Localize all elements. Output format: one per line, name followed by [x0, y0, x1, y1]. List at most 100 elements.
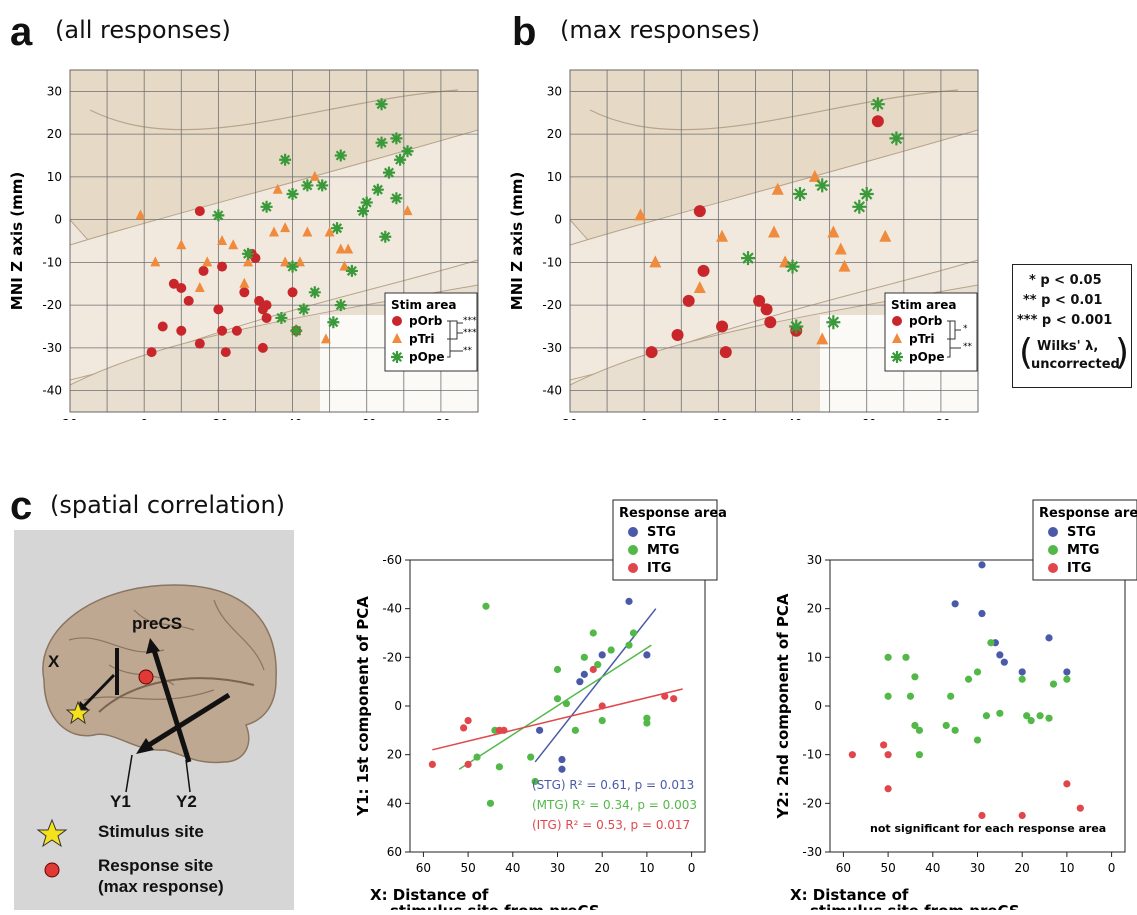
response-legend-title: Response area: [1039, 506, 1137, 521]
data-point-ptri: [135, 209, 146, 220]
data-point-porb: [194, 206, 205, 217]
x-tick-label: 50: [460, 861, 475, 875]
data-point-mtg: [964, 675, 973, 683]
data-point-mtg: [486, 799, 495, 807]
x-label: X: [48, 652, 60, 671]
data-point-ptri: [335, 243, 346, 254]
legend-label-porb: pOrb: [409, 314, 443, 328]
x-tick-label: -40: [283, 417, 303, 420]
data-point-mtg: [625, 641, 633, 649]
x-axis-title-line-1: X: Distance of: [370, 886, 489, 904]
data-point-porb: [176, 325, 187, 336]
data-point-pope: [275, 311, 288, 324]
response-site-sublabel: (max response): [98, 877, 224, 896]
y-tick-label: -20: [542, 298, 562, 312]
data-point-itg: [884, 785, 892, 793]
legend-marker-mtg: [628, 545, 638, 555]
y-axis-title: Y2: 2nd component of PCA: [774, 593, 792, 819]
data-point-porb: [645, 346, 658, 359]
data-point-mtg: [884, 653, 892, 661]
data-point-ptri: [239, 277, 250, 288]
data-point-porb: [183, 295, 194, 306]
data-point-ptri: [272, 183, 283, 194]
paren-left: (: [1019, 332, 1034, 373]
data-point-itg: [500, 726, 508, 734]
fit-line-mtg: [458, 644, 652, 770]
data-point-mtg: [598, 717, 606, 725]
data-point-mtg: [607, 646, 615, 654]
brain-schematic: [36, 584, 277, 878]
data-point-ptri: [269, 226, 279, 237]
y-tick-label: 30: [47, 84, 62, 98]
data-point-ptri: [320, 333, 331, 344]
data-point-pope: [889, 131, 904, 146]
legend-label-mtg: MTG: [647, 543, 679, 558]
y-tick-label: 0: [554, 213, 562, 227]
data-point-porb: [682, 294, 695, 307]
y-axis-title: MNI Z axis (mm): [508, 172, 526, 310]
y-tick-label: -10: [802, 748, 822, 762]
data-point-mtg: [553, 695, 562, 703]
data-point-porb: [697, 264, 710, 277]
x-tick-label: 40: [925, 861, 940, 875]
x-tick-label: 20: [1015, 861, 1030, 875]
data-point-ptri: [324, 226, 335, 237]
legend-marker-ptri: [892, 333, 902, 343]
data-point-itg: [428, 760, 436, 768]
data-point-ptri: [693, 281, 706, 294]
precs-label: preCS: [132, 614, 183, 633]
data-point-stg: [1018, 668, 1026, 676]
data-point-porb: [146, 347, 157, 358]
sig-line-2: ** p < 0.01: [1023, 293, 1103, 308]
y1-arrow-icon: [147, 692, 231, 748]
sig-line-1: * p < 0.05: [1029, 273, 1102, 288]
sig-mark: **: [463, 346, 473, 356]
significance-legend-box: * p < 0.05 ** p < 0.01 *** p < 0.001 ( )…: [1012, 264, 1132, 388]
regression-stat-itg: (ITG) R² = 0.53, p = 0.017: [532, 818, 690, 832]
data-point-itg: [464, 717, 472, 725]
x-tick-label: 10: [639, 861, 654, 875]
data-point-pope: [297, 303, 310, 316]
y-tick-label: 60: [387, 845, 402, 859]
y-tick-label: -40: [382, 602, 402, 616]
x-tick-label: 40: [505, 861, 520, 875]
sig-mark: ***: [463, 328, 477, 338]
legend-label-ptri: pTri: [909, 332, 935, 346]
legend-circle-icon: [44, 862, 60, 878]
data-point-mtg: [531, 777, 539, 786]
data-point-mtg: [527, 753, 535, 761]
data-point-ptri: [768, 225, 780, 238]
data-point-mtg: [973, 668, 982, 676]
data-point-ptri: [716, 229, 729, 242]
x-tick-label: 20: [62, 417, 77, 420]
data-point-stg: [643, 651, 651, 659]
data-point-stg: [580, 670, 588, 678]
y-axis-title: Y1: 1st component of PCA: [354, 596, 372, 817]
regression-stat-mtg: (MTG) R² = 0.34, p = 0.003: [532, 798, 697, 812]
y1-label: Y1: [110, 792, 131, 811]
data-point-porb: [693, 205, 706, 218]
x-tick-label: 0: [640, 417, 648, 420]
legend-label-pope: pOpe: [909, 350, 945, 364]
data-point-ptri: [879, 229, 892, 242]
data-point-pope: [859, 186, 874, 201]
panel-b-subtitle: (max responses): [560, 16, 761, 44]
brain-schematic-panel: preCS X Y1 Y2 Stimulus site Response sit…: [14, 530, 294, 910]
data-point-porb: [217, 261, 228, 272]
x-tick-label: 0: [140, 417, 148, 420]
data-point-porb: [719, 346, 732, 359]
data-point-pope: [334, 299, 347, 312]
data-point-itg: [598, 702, 606, 710]
data-point-itg: [464, 760, 472, 768]
y-tick-label: -10: [42, 255, 62, 269]
data-point-mtg: [906, 692, 915, 700]
y-axis-title: MNI Z axis (mm): [8, 172, 26, 310]
significance-bracket-icon: [447, 320, 463, 358]
data-point-porb: [671, 329, 684, 342]
data-point-ptri: [402, 205, 413, 216]
x-tick-label: 20: [562, 417, 577, 420]
fit-line-itg: [432, 688, 683, 751]
data-point-pope: [242, 247, 255, 260]
data-point-pope: [375, 98, 388, 111]
panel-c-subtitle: (spatial correlation): [50, 491, 286, 519]
